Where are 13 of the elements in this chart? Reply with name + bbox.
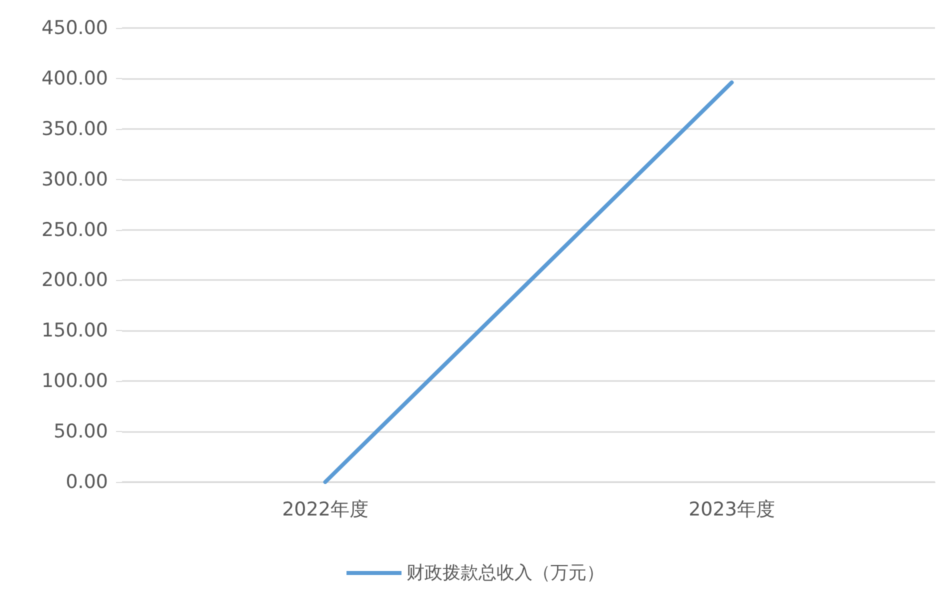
y-tick-label: 0.00 <box>66 471 108 493</box>
x-tick-label: 2022年度 <box>282 498 368 520</box>
y-tick-label: 100.00 <box>42 370 108 392</box>
legend-label: 财政拨款总收入（万元） <box>406 562 604 584</box>
y-tick-label: 400.00 <box>42 67 108 90</box>
y-tick-label: 200.00 <box>42 269 108 292</box>
y-tick-label: 450.00 <box>42 17 108 39</box>
y-tick-label: 250.00 <box>42 218 108 241</box>
x-tick-label: 2023年度 <box>688 498 775 520</box>
y-tick-label: 50.00 <box>54 420 108 443</box>
y-tick-label: 300.00 <box>42 168 108 190</box>
y-tick-label: 350.00 <box>42 118 108 140</box>
y-tick-label: 150.00 <box>42 320 108 342</box>
